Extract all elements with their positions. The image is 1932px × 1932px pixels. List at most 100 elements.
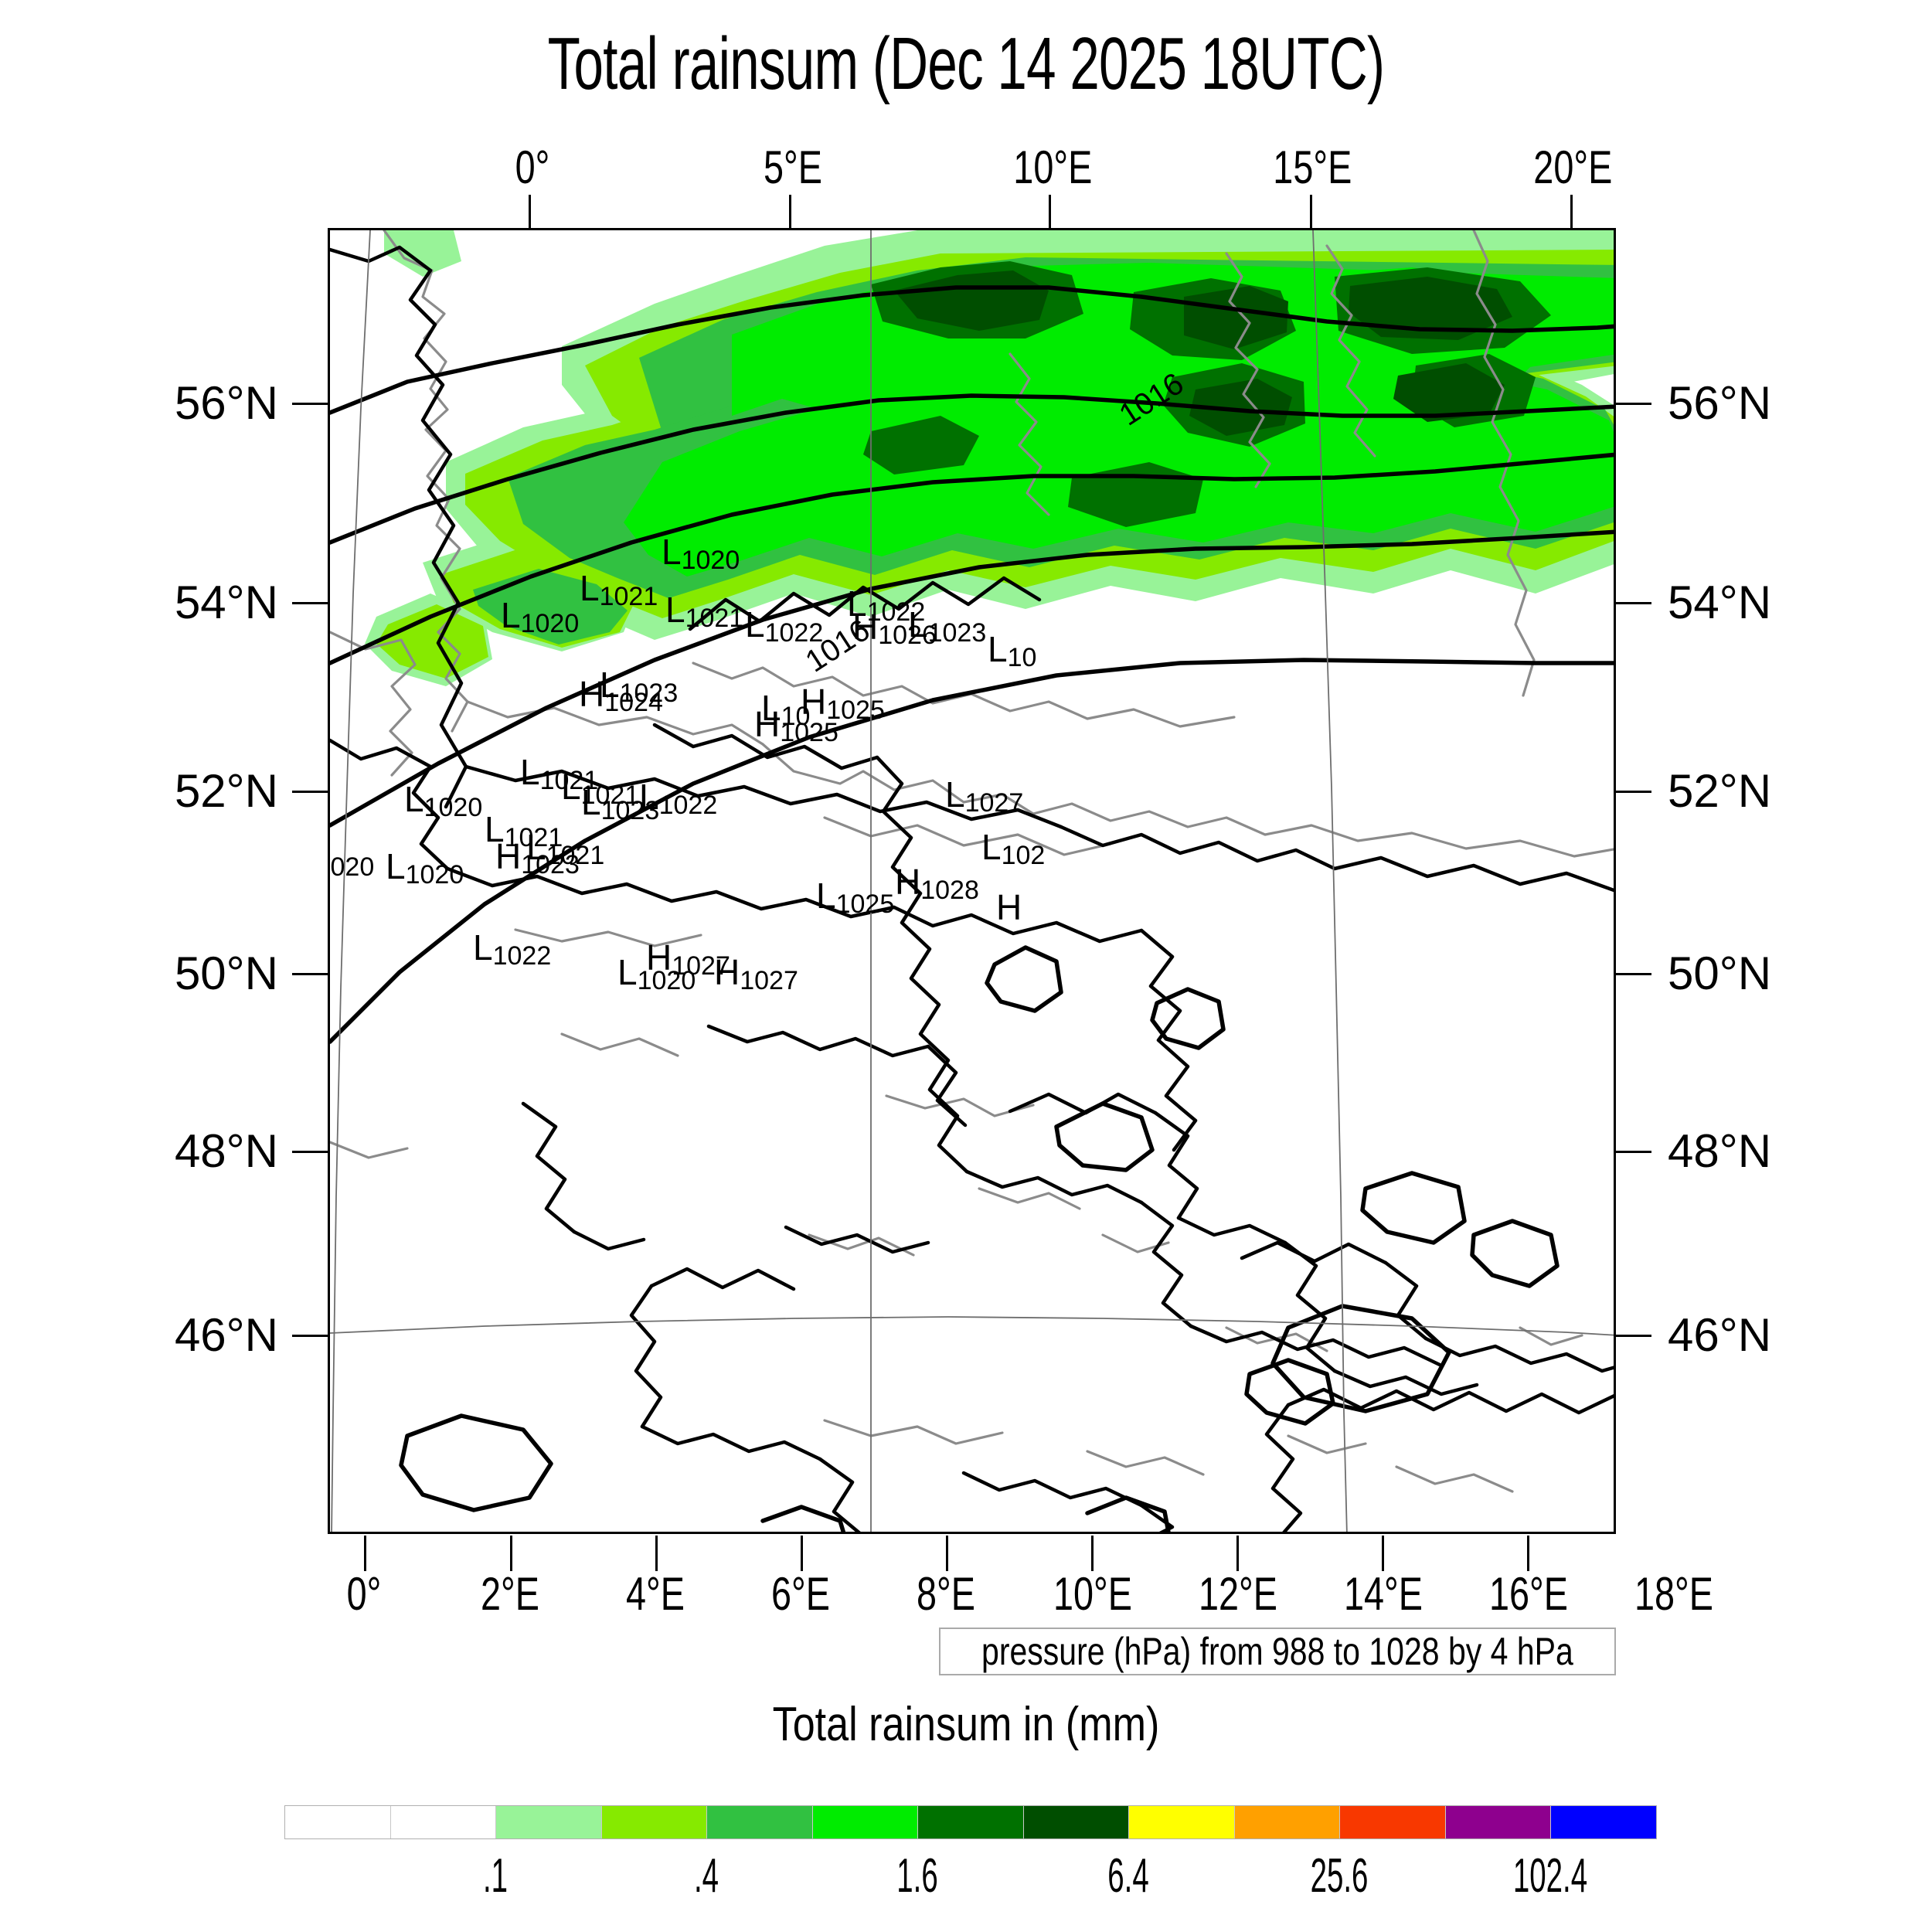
axis-label-top-3: 15°E — [1273, 141, 1352, 193]
pressure-center-l-21: L1021 — [526, 827, 605, 870]
page-title: Total rainsum (Dec 14 2025 18UTC) — [547, 22, 1385, 105]
axis-label-top-0: 0° — [515, 141, 550, 193]
pressure-center-l-5: L1022 — [847, 583, 926, 627]
tick-left — [292, 1335, 328, 1337]
pressure-center-l-0: L1020 — [662, 532, 740, 575]
tick-left — [292, 403, 328, 405]
tick-bottom — [655, 1536, 658, 1571]
pressure-center-l-14: L1021 — [520, 752, 599, 795]
tick-bottom — [510, 1536, 512, 1571]
tick-right — [1616, 403, 1651, 405]
colorbar-tick-1.6: 1.6 — [896, 1849, 938, 1903]
colorbar-tick-.4: .4 — [693, 1849, 719, 1903]
colorbar-tick-labels: .1 .4 1.6 6.4 25.6 102.4 — [284, 1849, 1655, 1918]
axis-label-bottom-5: 10°E — [1053, 1568, 1132, 1620]
axis-label-left-2: 52°N — [174, 765, 278, 817]
colorbar-swatch-11 — [1445, 1806, 1552, 1838]
colorbar-swatch-0 — [285, 1806, 391, 1838]
pressure-center-l-30: L1020 — [617, 952, 696, 995]
axis-label-left-0: 56°N — [174, 377, 278, 429]
axis-label-bottom-3: 6°E — [771, 1568, 830, 1620]
colorbar-swatch-3 — [601, 1806, 708, 1838]
tick-top — [1049, 195, 1051, 230]
pressure-center-h-10: H1024 — [579, 674, 663, 717]
colorbar-tick-102.4: 102.4 — [1512, 1849, 1587, 1903]
axis-label-top-2: 10°E — [1013, 141, 1093, 193]
tick-left — [292, 791, 328, 793]
pressure-center-h-32: H — [996, 887, 1022, 927]
pressure-center-l-16: L1023 — [581, 782, 660, 825]
colorbar-caption: Total rainsum in (mm) — [772, 1698, 1160, 1751]
tick-left — [292, 973, 328, 975]
map-canvas — [330, 230, 1614, 1532]
pressure-legend-text: pressure (hPa) from 988 to 1028 by 4 hPa — [981, 1630, 1573, 1673]
axis-label-top-1: 5°E — [764, 141, 822, 193]
pressure-legend-box: pressure (hPa) from 988 to 1028 by 4 hPa — [939, 1628, 1616, 1675]
axis-label-bottom-1: 2°E — [481, 1568, 539, 1620]
pressure-center-l-15: L1021 — [561, 767, 640, 810]
pressure-center-l-17: L1022 — [639, 777, 718, 820]
colorbar-tick-.1: .1 — [482, 1849, 508, 1903]
tick-top — [529, 195, 531, 230]
pressure-center-l-9: L1023 — [600, 665, 679, 708]
tick-right — [1616, 602, 1651, 604]
axis-label-bottom-9: 18°E — [1634, 1568, 1713, 1620]
tick-top — [1310, 195, 1312, 230]
tick-bottom — [801, 1536, 803, 1571]
pressure-center-l-25: L1020 — [330, 852, 375, 882]
pressure-center-l-2: L1020 — [501, 595, 580, 638]
isobar-contours — [330, 285, 1614, 1532]
pressure-center-l-19: L1027 — [945, 774, 1024, 818]
pressure-center-l-3: L1021 — [665, 590, 744, 633]
axis-label-right-1: 54°N — [1668, 577, 1772, 628]
pressure-center-l-11: L10 — [761, 688, 811, 731]
axis-label-bottom-7: 14°E — [1343, 1568, 1423, 1620]
tick-left — [292, 1151, 328, 1153]
pressure-center-l-23: L102 — [981, 827, 1046, 870]
pressure-center-h-12: H1025 — [801, 682, 885, 725]
tick-right — [1616, 1335, 1651, 1337]
tick-right — [1616, 791, 1651, 793]
pressure-center-h-29: H1027 — [646, 937, 730, 981]
tick-bottom — [946, 1536, 948, 1571]
axis-label-left-3: 50°N — [174, 947, 278, 999]
map-svg — [330, 230, 1614, 1532]
axis-label-top-4: 20°E — [1533, 141, 1613, 193]
colorbar-swatch-9 — [1234, 1806, 1341, 1838]
axis-label-left-5: 46°N — [174, 1309, 278, 1361]
tick-top — [1570, 195, 1573, 230]
colorbar-swatch-8 — [1129, 1806, 1235, 1838]
tick-bottom — [1236, 1536, 1239, 1571]
axis-label-bottom-8: 16°E — [1488, 1568, 1568, 1620]
pressure-center-l-4: L1022 — [745, 604, 824, 648]
axis-label-left-4: 48°N — [174, 1125, 278, 1177]
colorbar-swatch-2 — [496, 1806, 602, 1838]
colorbar-swatch-1 — [390, 1806, 497, 1838]
axis-label-bottom-4: 8°E — [917, 1568, 975, 1620]
pressure-center-l-27: L1025 — [816, 876, 895, 919]
pressure-center-l-1: L1021 — [580, 568, 658, 611]
tick-bottom — [364, 1536, 366, 1571]
colorbar-swatch-6 — [918, 1806, 1024, 1838]
tick-top — [789, 195, 791, 230]
axis-label-bottom-6: 12°E — [1198, 1568, 1277, 1620]
colorbar-swatch-5 — [812, 1806, 919, 1838]
tick-bottom — [1527, 1536, 1529, 1571]
map-plot-area: 1016 1016 L1020 L1021 L1020 L1021 L1022 L1022… — [328, 228, 1616, 1534]
colorbar-swatch-10 — [1340, 1806, 1446, 1838]
axis-label-left-1: 54°N — [174, 577, 278, 628]
pressure-center-l-7: L1023 — [908, 604, 987, 648]
pressure-center-l-8: L10 — [988, 629, 1037, 672]
tick-right — [1616, 1151, 1651, 1153]
tick-left — [292, 602, 328, 604]
pressure-center-h-22: H1023 — [495, 836, 580, 879]
tick-right — [1616, 973, 1651, 975]
axis-label-bottom-2: 4°E — [626, 1568, 685, 1620]
pressure-center-l-28: L1022 — [473, 927, 552, 971]
colorbar-swatch-12 — [1551, 1806, 1656, 1838]
pressure-center-h-26: H1028 — [895, 862, 979, 905]
pressure-center-h-6: H1026 — [852, 607, 937, 650]
axis-label-right-5: 46°N — [1668, 1309, 1772, 1361]
axis-label-bottom-0: 0° — [346, 1568, 382, 1620]
country-borders — [330, 245, 1614, 1532]
